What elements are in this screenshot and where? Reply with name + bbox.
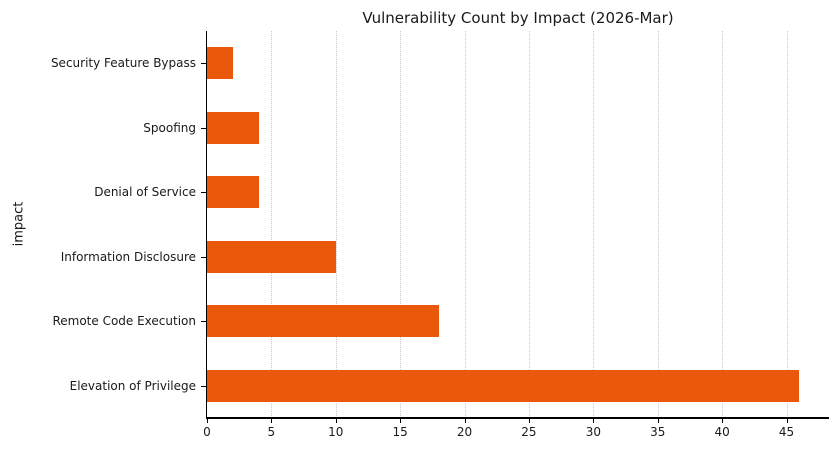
y-tick-mark [201,256,206,258]
x-tick-mark [207,418,208,423]
y-tick-mark [201,127,206,129]
x-tick-mark [335,418,337,423]
x-tick-label-15: 15 [392,425,408,439]
x-tick-mark [657,418,659,423]
gridline-x-35 [657,31,659,418]
x-axis-spine [205,417,829,419]
bar-information-disclosure [207,240,336,273]
y-tick-mark [201,192,206,194]
y-tick-label-remote-code-execution: Remote Code Execution [52,314,196,329]
x-tick-mark [464,418,466,423]
plot-area [207,31,829,418]
y-tick-label-information-disclosure: Information Disclosure [60,249,196,264]
y-axis-spine [205,31,207,419]
x-tick-label-45: 45 [778,425,795,439]
y-tick-mark [201,321,206,323]
x-tick-label-5: 5 [267,425,276,439]
gridline-x-15 [400,31,402,418]
bar-remote-code-execution [207,305,439,338]
x-tick-label-25: 25 [521,425,537,439]
gridline-x-25 [528,31,530,418]
x-tick-mark [528,418,530,423]
x-tick-label-40: 40 [714,425,730,439]
x-tick-mark [593,418,595,423]
bar-denial-of-service [207,176,259,209]
bar-spoofing [207,111,259,144]
gridline-x-10 [335,31,337,418]
y-tick-label-security-feature-bypass: Security Feature Bypass [50,56,196,71]
y-tick-label-spoofing: Spoofing [143,120,196,135]
y-tick-label-elevation-of-privilege: Elevation of Privilege [69,378,196,393]
x-tick-label-35: 35 [650,425,666,439]
chart-title: Vulnerability Count by Impact (2026-Mar) [362,9,674,27]
x-tick-label-0: 0 [203,425,211,439]
x-tick-mark [400,418,402,423]
gridline-x-20 [464,31,466,418]
x-tick-label-30: 30 [585,425,601,439]
x-tick-mark [786,418,788,423]
gridline-x-45 [786,31,788,418]
x-tick-mark [271,418,273,423]
gridline-x-30 [593,31,595,418]
gridline-x-40 [722,31,724,418]
gridline-x-5 [271,31,273,418]
x-tick-label-10: 10 [328,425,344,439]
x-tick-label-20: 20 [456,425,473,439]
y-tick-mark [201,385,206,387]
y-tick-mark [201,63,206,65]
bar-elevation-of-privilege [207,369,800,402]
y-axis-label: impact [11,201,27,247]
y-tick-label-denial-of-service: Denial of Service [94,185,196,200]
x-tick-mark [722,418,724,423]
bar-security-feature-bypass [207,47,233,80]
